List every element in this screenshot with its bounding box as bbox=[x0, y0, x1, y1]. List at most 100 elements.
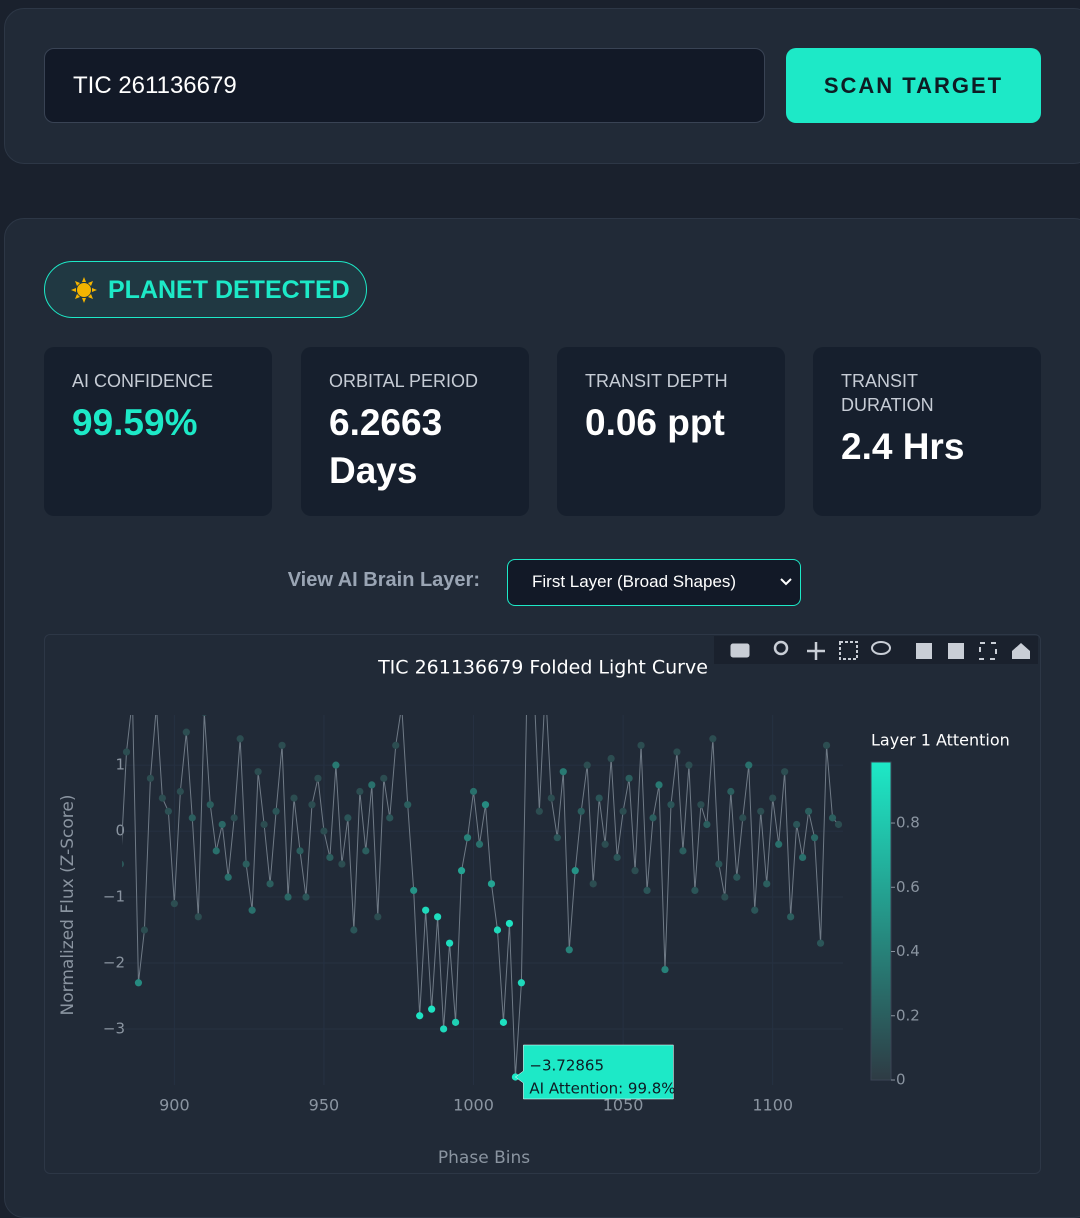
flux-point bbox=[398, 702, 405, 709]
camera-icon[interactable] bbox=[730, 643, 750, 658]
flux-point bbox=[727, 787, 735, 796]
flux-point bbox=[810, 834, 819, 842]
flux-point bbox=[493, 926, 502, 934]
stat-label: TRANSIT DURATION bbox=[841, 371, 934, 415]
x-tick-label: 900 bbox=[159, 1096, 190, 1115]
stat-value: 99.59% bbox=[72, 402, 198, 443]
zoom-in-icon[interactable] bbox=[916, 643, 932, 659]
flux-point bbox=[625, 774, 633, 782]
flux-point bbox=[410, 886, 418, 895]
colorbar bbox=[870, 761, 892, 1081]
flux-point bbox=[422, 906, 430, 914]
lasso-icon[interactable] bbox=[871, 641, 891, 655]
flux-point bbox=[326, 853, 334, 862]
flux-point bbox=[188, 814, 196, 822]
stat-label: ORBITAL PERIOD bbox=[329, 371, 479, 391]
x-tick-label: 1100 bbox=[752, 1096, 793, 1115]
flux-point bbox=[577, 807, 585, 815]
flux-point bbox=[129, 696, 136, 703]
colorbar-tick-label: 0.8 bbox=[896, 814, 920, 832]
plot-area bbox=[122, 696, 843, 1081]
home-icon[interactable] bbox=[1012, 643, 1030, 659]
flux-point bbox=[248, 906, 256, 914]
pan-icon[interactable] bbox=[807, 642, 825, 660]
target-input[interactable]: TIC 261136679 bbox=[44, 48, 765, 123]
stat-value: 0.06 ppt bbox=[585, 402, 725, 443]
flux-point bbox=[284, 893, 292, 901]
flux-point bbox=[709, 735, 717, 743]
flux-point bbox=[595, 794, 603, 802]
flux-point bbox=[661, 965, 669, 974]
y-tick-label: 1 bbox=[115, 756, 125, 774]
flux-point bbox=[338, 860, 346, 868]
flux-point bbox=[517, 979, 525, 987]
y-tick-label: −2 bbox=[103, 953, 125, 971]
flux-point bbox=[619, 807, 627, 815]
select-icon[interactable] bbox=[839, 641, 858, 660]
flux-point bbox=[613, 853, 621, 862]
x-tick-label: 1050 bbox=[603, 1096, 644, 1115]
modebar bbox=[714, 636, 1038, 664]
flux-point bbox=[308, 801, 316, 809]
zoom-icon[interactable] bbox=[773, 640, 789, 656]
flux-point bbox=[781, 768, 789, 776]
flux-point bbox=[733, 873, 741, 881]
flux-point bbox=[176, 787, 184, 796]
flux-point bbox=[380, 774, 388, 782]
flux-point bbox=[583, 761, 591, 769]
flux-line bbox=[122, 715, 839, 1078]
tooltip-value: −3.72865 bbox=[529, 1056, 604, 1074]
zoom-out-icon[interactable] bbox=[948, 643, 964, 659]
flux-point bbox=[404, 801, 412, 809]
flux-point bbox=[266, 880, 274, 888]
flux-point bbox=[296, 847, 304, 855]
status-badge: PLANET DETECTED bbox=[44, 261, 367, 318]
x-tick-label: 1000 bbox=[453, 1096, 494, 1115]
flux-point bbox=[655, 781, 663, 789]
flux-point bbox=[224, 873, 232, 881]
flux-point bbox=[290, 794, 298, 802]
flux-point bbox=[392, 741, 400, 749]
stat-card: AI CONFIDENCE 99.59% bbox=[44, 347, 272, 516]
flux-point bbox=[559, 768, 567, 776]
flux-point bbox=[721, 893, 729, 901]
flux-point bbox=[769, 794, 777, 802]
chart: TIC 261136679 Folded Light Curve Phase B… bbox=[58, 636, 1038, 1168]
flux-point bbox=[799, 853, 807, 862]
flux-point bbox=[440, 1025, 448, 1033]
flux-point bbox=[122, 748, 131, 756]
flux-point bbox=[607, 754, 615, 763]
flux-point bbox=[481, 801, 490, 809]
flux-point bbox=[182, 728, 190, 736]
flux-point bbox=[368, 781, 376, 789]
scan-button[interactable]: SCAN TARGET bbox=[786, 48, 1041, 123]
flux-point bbox=[140, 926, 149, 934]
badge-icon bbox=[71, 277, 97, 303]
flux-point bbox=[428, 1005, 436, 1013]
layer-select[interactable]: First Layer (Broad Shapes) bbox=[507, 559, 801, 606]
chart-container: TIC 261136679 Folded Light Curve Phase B… bbox=[44, 634, 1041, 1174]
flux-point bbox=[822, 741, 831, 749]
flux-point bbox=[763, 880, 771, 888]
x-tick-label: 950 bbox=[309, 1096, 340, 1115]
flux-point bbox=[134, 979, 143, 987]
flux-point bbox=[416, 1012, 424, 1020]
chevron bbox=[780, 578, 792, 586]
stat-label: AI CONFIDENCE bbox=[72, 371, 214, 391]
flux-point bbox=[685, 761, 693, 769]
flux-point bbox=[601, 840, 609, 848]
flux-point bbox=[272, 807, 280, 815]
flux-point bbox=[146, 774, 155, 782]
flux-point bbox=[775, 840, 783, 848]
stat-card: TRANSIT DURATION 2.4 Hrs bbox=[813, 347, 1041, 516]
flux-point bbox=[637, 741, 645, 749]
flux-point bbox=[320, 827, 328, 835]
tooltip-box bbox=[514, 1044, 674, 1100]
flux-point bbox=[445, 939, 454, 947]
flux-point bbox=[834, 820, 843, 829]
flux-point bbox=[386, 814, 394, 822]
colorbar-title: Layer 1 Attention bbox=[871, 731, 1010, 750]
flux-point bbox=[158, 794, 166, 802]
y-tick-label: −3 bbox=[103, 1019, 125, 1037]
hover-tooltip: −3.72865 AI Attention: 99.8% bbox=[514, 1044, 676, 1100]
